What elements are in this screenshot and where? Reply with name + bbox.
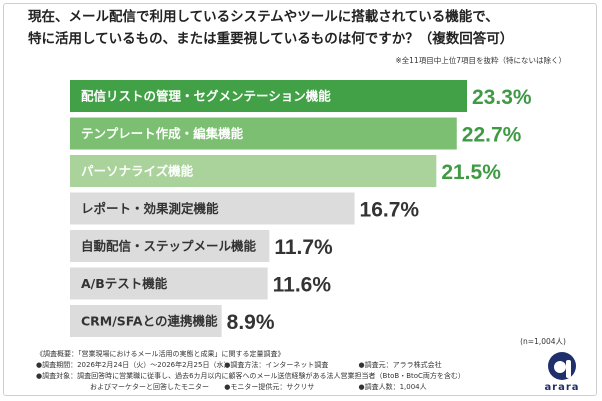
value-label-5: 11.7%: [274, 236, 333, 259]
bar-5: [70, 230, 270, 262]
bar-label-3: パーソナライズ機能: [81, 164, 194, 179]
value-label-3: 21.5%: [441, 161, 501, 184]
value-label-1: 23.3%: [472, 86, 532, 109]
bar-4: [70, 192, 355, 225]
bar-7: [70, 305, 222, 337]
survey-org: ●調査元：アララ株式会社: [358, 361, 442, 369]
survey-target-cont: およびマーケターと回答したモニター: [90, 383, 209, 391]
survey-title: 《調査概要：「営業現場におけるメール活用の実態と成果」に関する定量調査》: [36, 350, 285, 358]
bar-chart: 配信リストの管理・セグメンテーション機能 23.3% テンプレート作成・編集機能 22…: [70, 80, 532, 337]
page-title: 現在、メール配信で利用しているシステムやツールに搭載されている機能で、 特に活用…: [28, 6, 588, 50]
survey-footer: 《調査概要：「営業現場におけるメール活用の実態と成果」に関する定量調査》 ●調査…: [36, 349, 536, 393]
bar-label-4: レポート・効果測定機能: [81, 201, 219, 216]
bar-label-5: 自動配信・ステップメール機能: [81, 239, 257, 254]
bar-label-7: CRM/SFAとの連携機能: [81, 314, 218, 329]
bar-2: [70, 117, 457, 150]
value-label-7: 8.9%: [227, 311, 275, 334]
value-label-6: 11.6%: [273, 274, 332, 297]
survey-count: ●調査人数：1,004人: [358, 383, 427, 391]
bar-label-6: A/Bテスト機能: [81, 276, 168, 291]
sample-size-label: (n=1,004人): [520, 337, 566, 346]
title-line-2: 特に活用しているもの、または重要視しているものは何ですか？（複数回答可）: [28, 31, 514, 47]
excerpt-note: ※全11項目中上位7項目を抜粋（特にないは除く）: [395, 56, 566, 65]
bar-label-2: テンプレート作成・編集機能: [81, 126, 244, 141]
bar-6: [70, 267, 268, 300]
title-line-1: 現在、メール配信で利用しているシステムやツールに搭載されている機能で、: [28, 9, 499, 25]
value-label-4: 16.7%: [360, 199, 420, 222]
survey-period: ●調査期間：2026年2月24日（火）〜2026年2月25日（水）: [36, 361, 231, 369]
survey-target: ●調査対象：調査回答時に営業職に従事し、過去6カ月以内に顧客へのメール送信経験が…: [36, 372, 465, 380]
arara-logo-icon: [548, 352, 576, 380]
survey-method: ●調査方法：インターネット調査: [224, 361, 329, 369]
logo-wordmark: arara: [544, 382, 580, 393]
bar-3: [70, 155, 437, 187]
card-frame: [3, 3, 597, 396]
value-label-2: 22.7%: [462, 124, 522, 147]
bar-label-1: 配信リストの管理・セグメンテーション機能: [81, 89, 331, 104]
bar-1: [70, 80, 467, 112]
survey-provider: ●モニター提供元：サクリサ: [224, 383, 315, 391]
